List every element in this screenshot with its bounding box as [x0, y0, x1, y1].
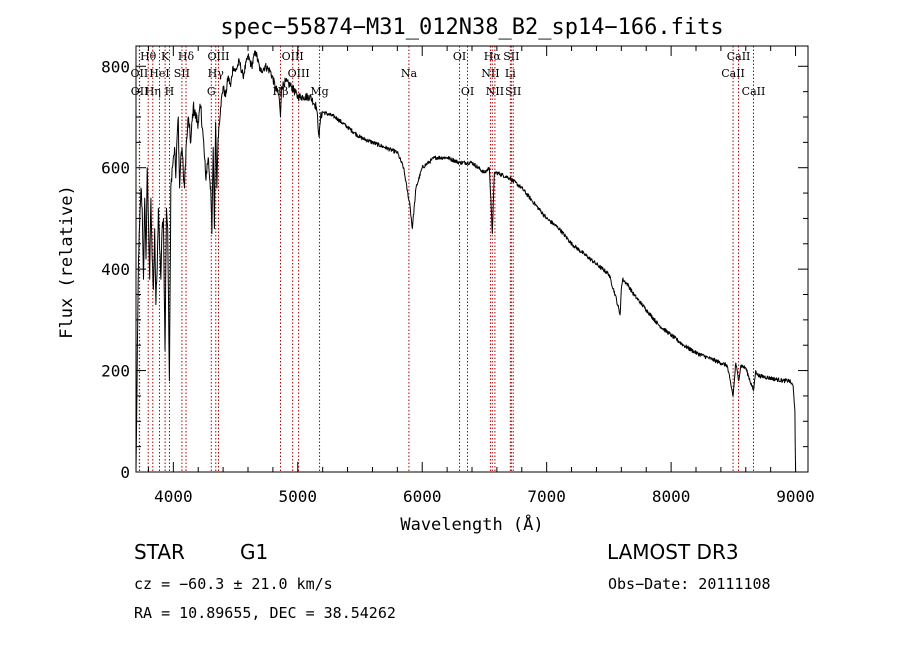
line-marker-label: CaII [727, 50, 751, 63]
x-tick-label: 4000 [154, 487, 193, 506]
line-marker-label: OIII [288, 67, 310, 80]
x-tick-label: 7000 [527, 487, 566, 506]
line-marker-label: CaII [742, 85, 766, 98]
line-marker-label: OII [131, 67, 149, 80]
spectrum-line [135, 50, 797, 473]
line-marker-label: HeI [149, 67, 169, 80]
line-marker-label: Hβ [273, 85, 289, 98]
line-marker-label: Hθ [140, 50, 157, 63]
x-tick-label: 8000 [652, 487, 691, 506]
line-marker-label: Na [401, 67, 418, 80]
line-marker-label: H [165, 85, 175, 98]
object-class: STAR [134, 540, 185, 564]
spectrum-series [135, 50, 797, 473]
line-marker-label: G [207, 85, 216, 98]
line-marker-label: SII [505, 85, 521, 98]
y-tick-label: 200 [101, 362, 130, 381]
line-marker-label: Li [505, 67, 516, 80]
line-marker-label: Hα [484, 50, 502, 63]
obs-date: Obs−Date: 20111108 [608, 575, 771, 593]
line-marker-label: Hη [145, 85, 161, 98]
line-marker-label: NII [486, 85, 504, 98]
axis-ticks [136, 46, 808, 473]
line-marker-label: K [161, 50, 170, 63]
line-marker-label: Hγ [208, 67, 225, 80]
line-marker-label: OIII [282, 50, 304, 63]
y-tick-label: 400 [101, 260, 130, 279]
line-marker-label: CaII [721, 67, 745, 80]
line-marker-label: OII [131, 85, 149, 98]
y-tick-label: 800 [101, 57, 130, 76]
redshift-readout: cz = −60.3 ± 21.0 km/s [134, 575, 333, 593]
line-markers-group [138, 46, 754, 472]
line-marker-label: Hδ [178, 50, 195, 63]
line-marker-label: OI [453, 50, 466, 63]
line-marker-label: NII [481, 67, 499, 80]
x-axis-label: Wavelength (Å) [400, 513, 543, 535]
line-marker-label: SII [174, 67, 190, 80]
y-tick-label: 0 [120, 463, 130, 482]
object-subclass: G1 [240, 540, 269, 564]
coordinates-readout: RA = 10.89655, DEC = 38.54262 [134, 604, 396, 622]
tick-labels: 4000 5000 6000 7000 8000 9000 0 200 400 600 800 [101, 57, 815, 506]
line-marker-label: OIII [207, 50, 229, 63]
x-tick-label: 6000 [403, 487, 442, 506]
line-marker-label: OI [461, 85, 474, 98]
x-tick-label: 9000 [776, 487, 815, 506]
plot-frame [135, 45, 809, 473]
y-axis-label: Flux (relative) [57, 185, 77, 339]
line-marker-label: Mg [310, 85, 328, 98]
line-marker-label: SII [503, 50, 519, 63]
chart-title: spec−55874−M31_012N38_B2_sp14−166.fits [220, 15, 723, 40]
plot-border [135, 45, 809, 473]
survey-name: LAMOST DR3 [607, 540, 739, 564]
y-tick-label: 600 [101, 159, 130, 178]
x-tick-label: 5000 [279, 487, 318, 506]
